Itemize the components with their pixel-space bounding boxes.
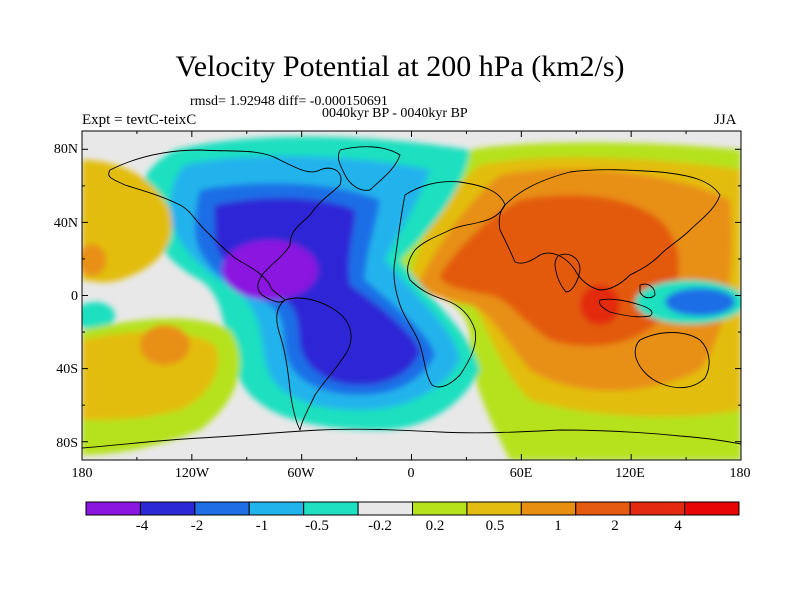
colorbar-swatch (629, 501, 686, 516)
lat-tick-80s: 80S (56, 436, 78, 451)
colorbar-label: 0.5 (485, 518, 505, 534)
colorbar-swatch (466, 501, 522, 516)
lat-tick-40s: 40S (56, 362, 78, 377)
stats-text: rmsd= 1.92948 diff= -0.000150691 (190, 94, 388, 109)
colorbar-label: -4 (135, 518, 149, 534)
positive-region-gold-west (82, 160, 172, 283)
lon-tick-180w: 180 (71, 466, 93, 481)
colorbar-label: -1 (255, 518, 269, 534)
colorbar-swatch (575, 501, 631, 516)
colorbar-swatch (139, 501, 196, 516)
season-label: JJA (714, 112, 737, 128)
colorbar (85, 501, 740, 516)
colorbar-swatch (412, 501, 468, 516)
colorbar-label: 4 (674, 518, 682, 534)
positive-region-orange-west (140, 325, 190, 365)
colorbar-label: -2 (190, 518, 204, 534)
velocity-potential-field (82, 131, 741, 460)
lat-tick-40n: 40N (53, 216, 78, 231)
positive-region-orange-northwest (82, 244, 106, 276)
experiment-label: Expt = tevtC-teixC (82, 112, 197, 128)
coastlines (82, 146, 741, 449)
colorbar-swatch (520, 501, 577, 516)
colorbar-swatch (357, 501, 414, 516)
colorbar-label: 0.2 (425, 518, 445, 534)
period-label: 0040kyr BP - 0040kyr BP (322, 106, 468, 121)
axis-ticks (81, 131, 742, 460)
negative-region-purple (222, 240, 318, 300)
lon-tick-120w: 120W (174, 466, 210, 481)
colorbar-swatch (194, 501, 250, 516)
colorbar-swatch (684, 501, 740, 516)
colorbar-label: -0.5 (305, 518, 329, 534)
lon-tick-60w: 60W (287, 466, 315, 481)
lon-tick-0: 0 (407, 466, 415, 481)
lon-tick-60e: 60E (509, 466, 533, 481)
colorbar-swatch (248, 501, 305, 516)
colorbar-label: 2 (611, 518, 619, 534)
lon-tick-120e: 120E (615, 466, 645, 481)
colorbar-label: 1 (554, 518, 562, 534)
lat-tick-0: 0 (71, 289, 78, 304)
plot-title: Velocity Potential at 200 hPa (km2/s) (175, 50, 625, 83)
negative-region-blue-eastpacific (665, 288, 735, 316)
colorbar-swatch (303, 501, 359, 516)
lon-tick-180e: 180 (729, 466, 751, 481)
lat-tick-80n: 80N (53, 142, 78, 157)
colorbar-label: -0.2 (368, 518, 392, 534)
colorbar-swatch (85, 501, 141, 516)
negative-region-cyan-westedge (82, 302, 115, 330)
